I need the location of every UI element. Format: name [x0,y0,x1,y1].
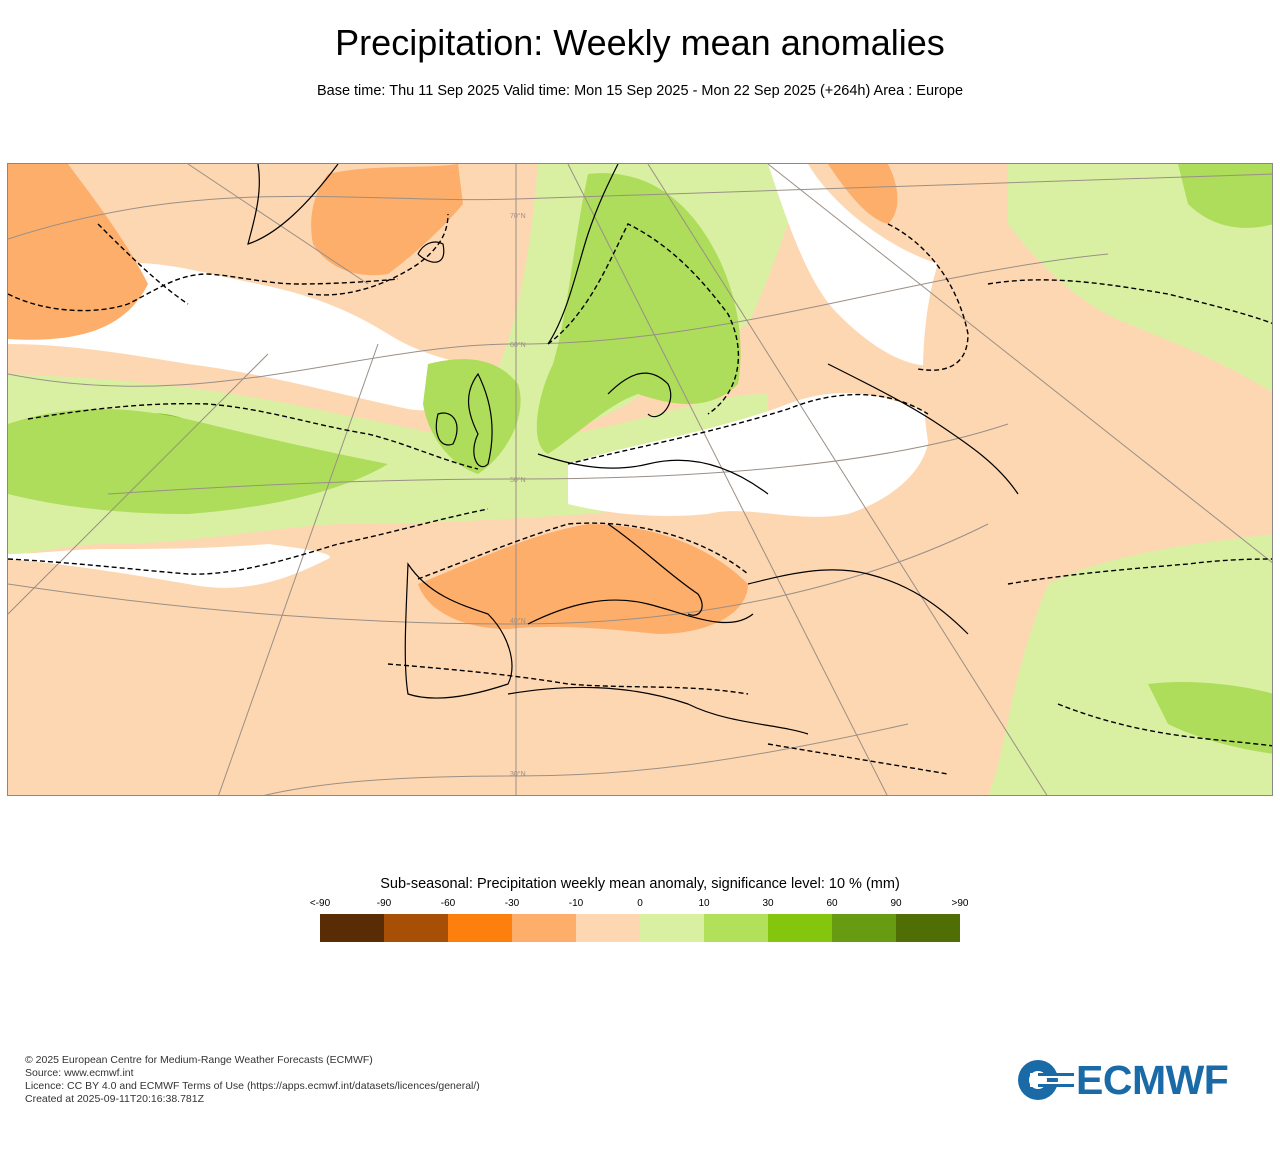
neutral-region-north-russia [768,164,962,366]
latitude-label-60: 60°N [510,341,526,349]
legend-tick-label: 0 [637,898,643,909]
significance-contours [8,213,1272,775]
legend-tick-label: -10 [568,898,584,909]
graticule [8,164,1272,795]
legend-tick-label: -60 [440,898,456,909]
legend-tick-label: 10 [698,898,710,909]
dry-moderate-region-iceland [311,164,463,276]
legend-swatch [768,914,832,942]
ecmwf-logo-mark-icon [1018,1060,1074,1100]
chart-title: Precipitation: Weekly mean anomalies [335,22,945,63]
coastlines [247,164,1019,735]
wet-moderate-region-southeast [1148,682,1272,754]
wet-light-region-east [1008,164,1272,393]
legend-tick-label: 60 [826,898,838,909]
wet-light-region-atlantic-deep [8,409,388,514]
dry-moderate-region-mediterranean [418,524,748,634]
legend-swatch [448,914,512,942]
dry-moderate-region-barents [828,164,898,224]
legend-tick-label: >90 [951,898,969,909]
legend-swatch [896,914,960,942]
legend-tick-label: 90 [890,898,902,909]
footer-created: Created at 2025-09-11T20:16:38.781Z [25,1093,205,1105]
legend-tick-label: 30 [762,898,774,909]
legend-labels: <-90 -90 -60 -30 -10 0 10 30 60 90 >90 [300,898,980,912]
legend-swatch [512,914,576,942]
legend-title: Sub-seasonal: Precipitation weekly mean … [380,876,900,892]
neutral-region-central-europe [568,393,930,517]
legend-swatch [704,914,768,942]
footer-credits: © 2025 European Centre for Medium-Range … [25,1054,480,1106]
footer-copyright: © 2025 European Centre for Medium-Range … [25,1054,373,1066]
ecmwf-logo-text: ECMWF [1076,1057,1229,1103]
latitude-label-70: 70°N [510,212,526,220]
legend-swatch [320,914,384,942]
legend-swatch [576,914,640,942]
legend-tick-label: -30 [504,898,520,909]
neutral-region-south-atlantic [8,544,330,588]
footer-licence: Licence: CC BY 4.0 and ECMWF Terms of Us… [25,1080,480,1092]
map-svg: 70°N 60°N 50°N 40°N 30°N [8,164,1272,795]
anomaly-map: 70°N 60°N 50°N 40°N 30°N [7,163,1273,796]
latitude-labels: 70°N 60°N 50°N 40°N 30°N [510,212,526,778]
latitude-label-40: 40°N [510,617,526,625]
wet-moderate-region-far-east [1178,164,1272,228]
dry-region-west [8,164,148,340]
legend-colorbar [320,914,960,942]
legend-swatch [384,914,448,942]
ecmwf-logo: ECMWF [1016,1057,1261,1104]
latitude-label-30: 30°N [510,770,526,778]
chart-subtitle: Base time: Thu 11 Sep 2025 Valid time: M… [316,83,964,99]
legend-tick-label: -90 [376,898,392,909]
latitude-label-50: 50°N [510,476,526,484]
legend-swatch [640,914,704,942]
footer-source: Source: www.ecmwf.int [25,1067,134,1079]
wet-moderate-region-scandinavia [536,173,741,455]
legend-tick-label: <-90 [309,898,331,909]
legend-swatch [832,914,896,942]
